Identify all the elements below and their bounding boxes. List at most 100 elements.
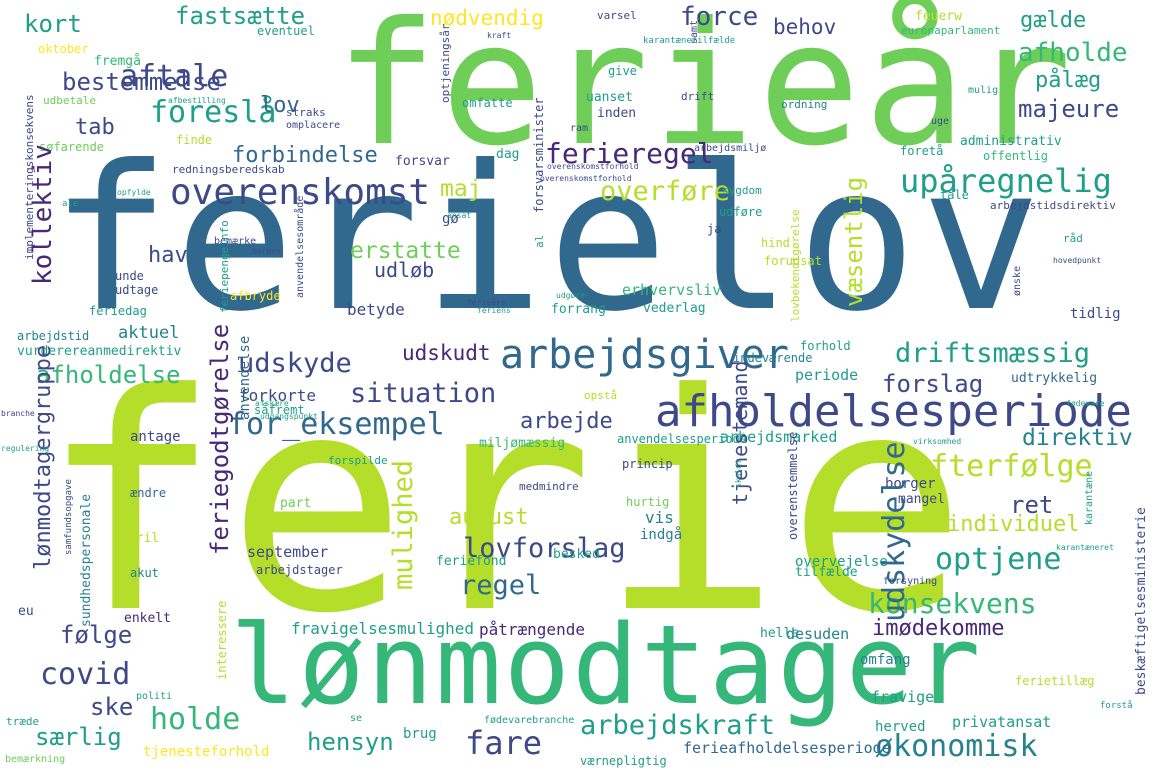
word-periode: periode: [795, 366, 859, 384]
word-majeure: majeure: [1018, 95, 1120, 123]
word-arbejde: arbejde: [520, 409, 613, 434]
word-mulig: mulig: [968, 85, 999, 96]
word-erhvervsliv: erhvervsliv: [622, 281, 722, 299]
word-tidlig: tidlig: [1070, 306, 1121, 322]
word-kort: kort: [24, 10, 82, 38]
word-ret: ret: [1010, 491, 1054, 519]
word-sygdom: sygdom: [722, 184, 762, 197]
word-force: force: [680, 2, 759, 32]
word-politi: politi: [136, 691, 173, 702]
word-fastsaette: fastsætte: [175, 2, 306, 30]
word-forsvarsminister: forsvarsminister: [532, 97, 546, 213]
word-branche: branche: [1, 409, 35, 418]
word-ferie: ferie: [40, 330, 974, 679]
word-enkelt: enkelt: [124, 611, 171, 626]
word-betyde: betyde: [347, 300, 405, 319]
word-bemaerkning: bemærkning: [5, 754, 66, 765]
word-driftsmaessig: driftsmæssig: [895, 338, 1091, 369]
word-afskaere: afskære: [255, 399, 289, 408]
word-helle: helle: [760, 626, 800, 641]
word-udtage: udtage: [115, 283, 159, 297]
word-omfang: omfang: [860, 652, 911, 668]
word-feriefond: feriefond: [436, 554, 507, 569]
word-forrang: forrang: [551, 302, 606, 317]
word-udgangspunkt: udgangspunkt: [260, 412, 318, 421]
word-uge: uge: [931, 116, 950, 127]
word-karantaeneret: karantæneret: [1056, 543, 1114, 552]
word-overenskomstforhold: overenskomstforhold: [547, 162, 639, 171]
word-feriegodtgoerelse: feriegodtgørelse: [206, 323, 234, 555]
word-ferielov: ferielov: [50, 123, 1046, 356]
word-medmindre: medmindre: [519, 480, 579, 493]
word-anvendelsesperiode: anvendelsesperiode: [617, 432, 748, 446]
word-direktiv: direktiv: [1022, 425, 1133, 451]
word-uanset: uanset: [586, 90, 633, 105]
word-anvendelsesomraade: anvendelsesområde: [295, 195, 306, 298]
word-anvendelse: anvendelse: [237, 335, 253, 420]
word-holde: holde: [150, 702, 241, 737]
word-dag: dag: [496, 147, 520, 162]
word-interessere: interessere: [215, 600, 229, 680]
word-borger: borger: [885, 476, 936, 492]
word-gaelde: gælde: [1020, 8, 1087, 33]
word-hav: hav: [148, 243, 188, 268]
word-beroere: berøre: [252, 247, 281, 256]
word-udloeb: udløb: [374, 258, 435, 282]
word-herved: herved: [875, 719, 926, 735]
word-april: april: [120, 531, 160, 546]
word-forspilde: forspilde: [328, 454, 388, 467]
word-omfatte: omfatte: [462, 96, 513, 110]
word-foelge: følge: [60, 621, 133, 649]
word-ja: ja: [707, 222, 722, 236]
word-tab: tab: [75, 115, 115, 140]
word-aendre: ændre: [130, 486, 167, 500]
word-arbejdstid: arbejdstid: [17, 329, 90, 343]
word-europaparlament: europaparlament: [901, 24, 1001, 37]
word-kollektiv: kollektiv: [28, 144, 58, 285]
word-covid: covid: [40, 657, 131, 692]
word-lov: lov: [260, 93, 300, 118]
word-ansat: ansat: [447, 211, 472, 220]
word-inden: inden: [597, 106, 637, 121]
word-loenmodtagergruppe: lønmodtagergruppe: [31, 344, 56, 570]
word-miljoemaessig: miljømæssig: [479, 436, 566, 451]
word-sundhedspersonale: sundhedspersonale: [79, 493, 94, 627]
word-maj: maj: [440, 176, 482, 202]
word-afbryde: afbryde: [230, 289, 281, 303]
word-afholdelse: afholdelse: [36, 361, 181, 389]
word-forsvar: forsvar: [395, 154, 450, 169]
word-efterfoelge: efterfølge: [912, 449, 1093, 484]
word-al: al: [533, 234, 546, 248]
word-vurderereanmedirektiv: vurderereanmedirektiv: [17, 344, 182, 359]
word-udskudt: udskudt: [402, 341, 491, 365]
word-afholde: afholde: [1018, 38, 1128, 68]
word-udskyde: udskyde: [238, 348, 352, 379]
word-forkorte: forkorte: [239, 386, 317, 405]
word-afholdelsesperiode: afholdelsesperiode: [655, 386, 1132, 437]
word-overfoere: overføre: [600, 176, 731, 207]
word-finde: finde: [176, 133, 213, 147]
word-udtrykkelig: udtrykkelig: [1011, 371, 1098, 386]
word-udfoere: udføre: [719, 205, 763, 219]
word-karantaene: karantæne: [1084, 470, 1095, 525]
word-indgaa: indgå: [640, 527, 683, 543]
word-forsyning: forsyning: [883, 576, 938, 587]
word-akut: akut: [130, 566, 159, 580]
word-administrativ: administrativ: [960, 134, 1062, 149]
word-beskaeftigelsesministerie: beskæftigelsesministerie: [1134, 507, 1149, 695]
word-ale: ale: [62, 199, 79, 209]
word-saerlig: særlig: [35, 723, 122, 751]
word-brug: brug: [403, 726, 437, 742]
word-fravige: fravige: [871, 688, 935, 706]
word-overenstemmelse: overenstemmelse: [786, 431, 800, 540]
word-indevaerende: indeværende: [733, 351, 813, 365]
word-lovforslag: lovforslag: [463, 533, 626, 564]
word-arbejdsmarked: arbejdsmarked: [720, 428, 838, 446]
word-fremgaa: fremgå: [94, 54, 141, 69]
word-ferieregel: ferieregel: [545, 137, 714, 170]
word-saafremt: såfremt: [254, 403, 305, 417]
word-feriens: feriens: [477, 306, 511, 315]
word-vaernepligtig: værnepligtig: [580, 754, 667, 768]
word-foretaa: foretå: [900, 144, 944, 158]
